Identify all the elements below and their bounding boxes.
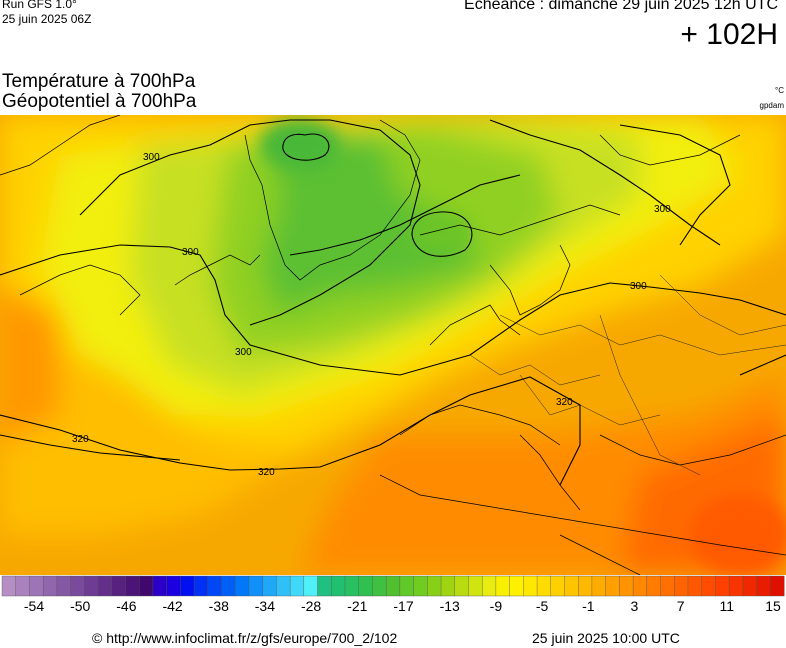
scale-tick-label: 11	[719, 598, 735, 614]
color-swatch	[56, 575, 72, 597]
geopotential-contours	[0, 119, 786, 486]
color-swatch	[331, 575, 346, 597]
unit-temperature: °C	[775, 86, 784, 95]
color-swatch	[440, 575, 456, 597]
color-swatch	[646, 575, 662, 597]
color-swatch	[715, 575, 730, 597]
color-swatch	[152, 575, 168, 597]
color-swatch	[632, 575, 648, 597]
color-swatch	[1, 575, 17, 597]
color-swatch	[276, 575, 291, 597]
contour-label-300-c: 300	[235, 347, 252, 358]
color-swatch	[481, 575, 497, 597]
scale-tick-label: -50	[70, 598, 91, 614]
color-swatch	[770, 575, 785, 597]
color-swatch	[317, 575, 332, 597]
color-swatch	[578, 575, 593, 597]
color-scale-bar	[1, 575, 785, 597]
color-swatch	[756, 575, 771, 597]
contour-label-320-c: 320	[556, 397, 573, 408]
color-swatch	[235, 575, 250, 597]
scale-tick-label: -46	[116, 598, 137, 614]
temperature-field	[0, 115, 786, 575]
contour-label-300-d: 300	[630, 281, 647, 292]
color-swatch	[619, 575, 634, 597]
color-swatch	[221, 575, 236, 597]
color-swatch	[728, 575, 744, 597]
scale-tick-label: 3	[630, 598, 639, 614]
scale-tick-label: -28	[300, 598, 322, 614]
forecast-valid-time: Echéance : dimanche 29 juin 2025 12h UTC	[464, 0, 778, 13]
contour-label-320-b: 320	[258, 467, 275, 478]
color-swatch	[591, 575, 607, 597]
scale-tick-label: -17	[393, 598, 414, 614]
scale-tick-label: -5	[535, 598, 549, 614]
color-scale-labels: -54 -50 -46 -42 -38 -34 -28 -21 -17 -13 -9 -5 -1 3 7 11…	[0, 598, 786, 618]
color-swatch	[303, 575, 319, 597]
forecast-horizon: + 102H	[680, 18, 778, 51]
scale-tick-label: -38	[208, 598, 229, 614]
color-swatch	[84, 575, 99, 597]
scale-tick-label: -42	[162, 598, 183, 614]
run-model-label: Run GFS 1.0°	[2, 0, 77, 11]
scale-tick-label: -9	[489, 598, 503, 614]
color-swatch	[523, 575, 538, 597]
color-swatch	[550, 575, 565, 597]
color-swatch	[262, 575, 277, 597]
title-geopotential: Géopotentiel à 700hPa	[2, 91, 197, 112]
color-swatch	[399, 575, 415, 597]
color-swatch	[207, 575, 223, 597]
color-swatch	[193, 575, 209, 597]
color-swatch	[564, 575, 579, 597]
scale-tick-label: 7	[676, 598, 685, 614]
borders	[469, 274, 786, 476]
contour-label-320-a: 320	[72, 434, 89, 445]
color-swatch	[15, 575, 30, 597]
color-swatch	[138, 575, 154, 597]
color-swatch	[495, 575, 511, 597]
scale-tick-label: -54	[23, 598, 45, 614]
color-swatch	[97, 575, 113, 597]
contour-labels: 300 300 300 300 300 320 320 320	[72, 152, 671, 478]
scale-tick-label: 15	[765, 598, 781, 614]
color-swatch	[166, 575, 181, 597]
run-date-label: 25 juin 2025 06Z	[2, 12, 92, 26]
color-swatch	[742, 575, 758, 597]
color-swatch	[701, 575, 716, 597]
color-swatch	[413, 575, 428, 597]
color-swatch	[180, 575, 195, 597]
color-swatch	[344, 575, 360, 597]
color-swatch	[427, 575, 442, 597]
title-temperature: Température à 700hPa	[2, 71, 196, 92]
unit-geopotential: gpdam	[759, 101, 784, 110]
color-swatch	[289, 575, 305, 597]
color-swatch	[111, 575, 126, 597]
source-url[interactable]: © http://www.infoclimat.fr/z/gfs/europe/…	[92, 630, 398, 646]
contour-label-300-b: 300	[182, 247, 199, 258]
color-swatch	[42, 575, 58, 597]
color-swatch	[454, 575, 469, 597]
color-swatch	[385, 575, 401, 597]
color-swatch	[358, 575, 373, 597]
color-swatch	[70, 575, 85, 597]
contour-label-300-e: 300	[654, 204, 671, 215]
color-swatch	[468, 575, 483, 597]
scale-tick-label: -1	[582, 598, 595, 614]
weather-map: 300 300 300 300 300 320 320 320	[0, 115, 786, 575]
contour-label-300-a: 300	[143, 152, 160, 163]
color-swatch	[660, 575, 675, 597]
scale-tick-label: -21	[347, 598, 368, 614]
color-swatch	[509, 575, 524, 597]
generation-timestamp: 25 juin 2025 10:00 UTC	[532, 630, 680, 646]
color-swatch	[372, 575, 387, 597]
color-swatch	[125, 575, 140, 597]
scale-tick-label: -13	[439, 598, 460, 614]
color-swatch	[29, 575, 44, 597]
color-swatch	[605, 575, 620, 597]
color-swatch	[248, 575, 264, 597]
color-swatch	[687, 575, 703, 597]
color-swatch	[536, 575, 552, 597]
scale-tick-label: -34	[254, 598, 276, 614]
color-swatch	[674, 575, 689, 597]
